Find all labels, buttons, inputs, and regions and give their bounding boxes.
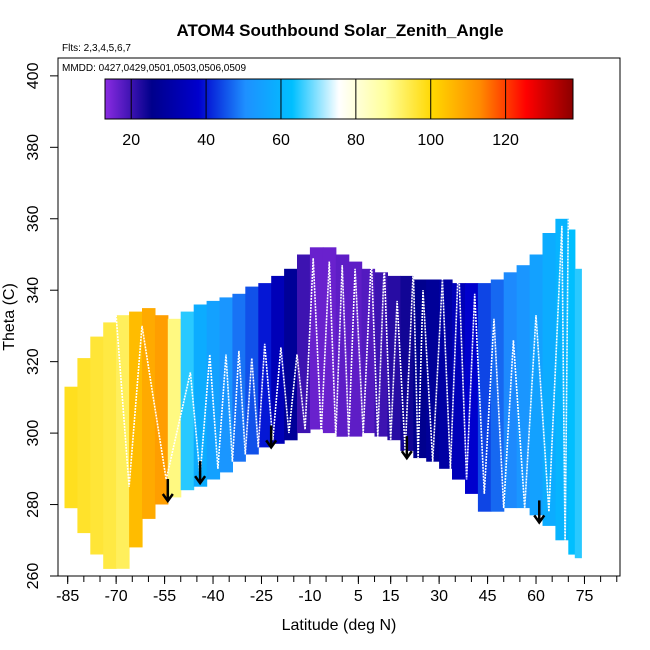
heatmap-cell: [322, 247, 337, 434]
x-tick-label: -85: [56, 588, 79, 605]
y-tick-label: 300: [25, 420, 42, 447]
heatmap-cell: [284, 268, 298, 441]
x-tick-label: 45: [479, 588, 497, 605]
chart-title: ATOM4 Southbound Solar_Zenith_Angle: [176, 21, 503, 40]
x-tick-label: -25: [250, 588, 273, 605]
arrow-head: [533, 514, 546, 525]
x-tick-label: -55: [153, 588, 176, 605]
heatmap-cell: [335, 254, 350, 437]
heatmap-cell: [348, 261, 363, 437]
heatmap-cell: [167, 318, 182, 498]
y-tick-label: 280: [25, 491, 42, 518]
heatmap-cell: [219, 297, 233, 473]
heatmap-cell: [129, 311, 143, 548]
colorbar-tick-label: 120: [492, 132, 519, 149]
heatmap-cell: [529, 254, 544, 516]
colorbar-tick-label: 80: [347, 132, 365, 149]
heatmap-cell: [90, 336, 104, 555]
plot-frame: [57, 57, 621, 577]
heatmap-cell: [193, 304, 208, 487]
colorbar-tick-label: 100: [417, 132, 444, 149]
x-tick-label: -10: [298, 588, 321, 605]
colorbar-tick-label: 40: [197, 132, 215, 149]
x-tick-label: 5: [354, 588, 363, 605]
y-tick-label: 360: [25, 205, 42, 232]
arrow-head: [265, 439, 278, 450]
heatmap-cell: [361, 268, 376, 434]
heatmap-cell: [271, 275, 285, 444]
heatmap-cell: [574, 268, 582, 559]
heatmap-cell: [180, 311, 195, 491]
y-axis-title: Theta (C): [1, 283, 18, 351]
heatmap-cell: [439, 279, 453, 469]
x-tick-label: -70: [105, 588, 128, 605]
x-tick-label: 30: [430, 588, 448, 605]
heatmap-cell: [568, 229, 576, 555]
heatmap-cell: [542, 233, 556, 526]
x-tick-label: 60: [527, 588, 545, 605]
heatmap-cell: [258, 283, 272, 448]
x-tick-label: 75: [576, 588, 594, 605]
colorbar-tick-label: 20: [122, 132, 140, 149]
heatmap-cell: [206, 300, 221, 480]
y-tick-label: 320: [25, 348, 42, 375]
heatmap-cell: [309, 247, 324, 430]
y-tick-label: 260: [25, 563, 42, 590]
y-tick-label: 380: [25, 134, 42, 161]
heatmap-cell: [142, 308, 156, 519]
heatmap-cell: [516, 265, 531, 509]
plot-area: [64, 218, 582, 569]
arrow-head: [400, 450, 413, 461]
y-tick-label: 340: [25, 277, 42, 304]
y-tick-label: 400: [25, 62, 42, 89]
heatmap-cell: [77, 358, 91, 534]
colorbar: 20 40 60 80 100 120: [104, 78, 574, 149]
heatmap-cell: [116, 315, 130, 569]
dates-label: MMDD: 0427,0429,0501,0503,0506,0509: [62, 63, 246, 74]
heatmap-cell: [64, 386, 78, 509]
flight-track: [115, 218, 570, 548]
x-axis-title: Latitude (deg N): [282, 617, 397, 634]
arrow-head: [161, 493, 174, 504]
heatmap-cell: [103, 322, 117, 569]
heatmap-cell: [154, 315, 169, 505]
arrow-head: [194, 475, 207, 486]
x-tick-label: -40: [201, 588, 224, 605]
colorbar-tick-label: 60: [272, 132, 290, 149]
colorbar-gradient: [104, 78, 574, 120]
heatmap-cell: [477, 283, 492, 512]
flights-label: Flts: 2,3,4,5,6,7: [62, 43, 131, 54]
axes: -85 -70 -55 -40 -25 -10 5 15 30 45 60 75 260 280 300 32…: [25, 62, 618, 605]
x-tick-label: 15: [382, 588, 400, 605]
